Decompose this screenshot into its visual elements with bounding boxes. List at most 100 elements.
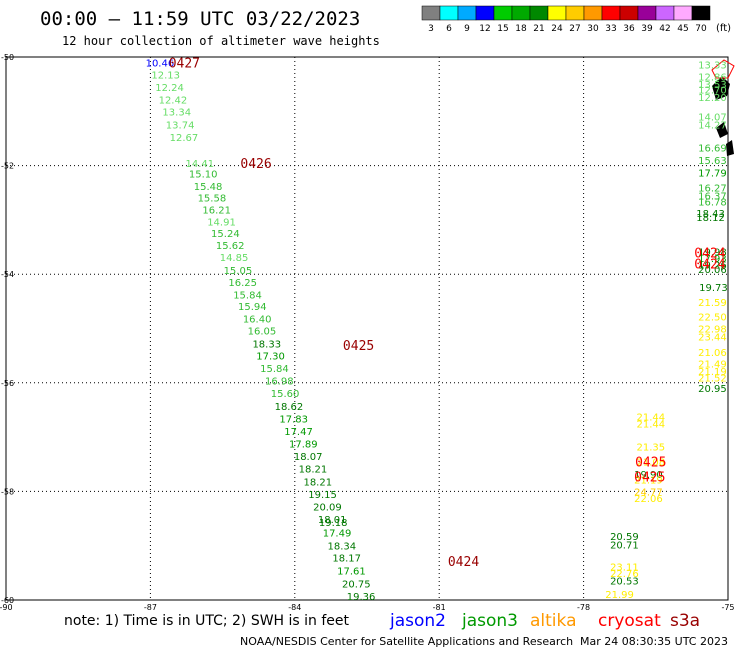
- pass-label: 0426: [240, 157, 271, 172]
- scale-swatch: [421, 5, 441, 21]
- y-tick-label: -54: [1, 270, 14, 279]
- swh-value-label: 21.35: [637, 442, 666, 453]
- swh-value-label: 18.07: [294, 452, 323, 463]
- scale-label: 3: [428, 24, 434, 34]
- swh-value-label: 21.06: [698, 348, 727, 359]
- swh-value-label: 16.25: [228, 278, 257, 289]
- swh-value-label: 18.34: [328, 542, 357, 553]
- swh-value-label: 18.01: [318, 515, 347, 526]
- scale-swatch: [691, 5, 711, 21]
- swh-value-label: 15.94: [238, 302, 267, 313]
- swh-value-label: 15.60: [271, 389, 300, 400]
- swh-value-label: 23.44: [698, 333, 727, 344]
- y-tick-label: -56: [1, 379, 14, 388]
- x-tick-label: -90: [0, 603, 13, 612]
- swh-value-label: 22.76: [610, 569, 639, 580]
- swh-value-label: 21.44: [637, 412, 666, 423]
- satellite-legend-jason2: jason2: [389, 611, 446, 631]
- swh-value-label: 17.49: [323, 529, 352, 540]
- x-tick-labels: -90 -87 -84 -81 -78 -75: [0, 603, 735, 612]
- satellite-legend-altika: altika: [530, 611, 577, 631]
- swh-value-label: 16.78: [698, 197, 727, 208]
- swh-value-label: 21.19: [698, 367, 727, 378]
- swh-value-label: 19.18: [319, 518, 348, 529]
- swh-value-label: 20.06: [698, 265, 727, 276]
- pass-label: 0424: [694, 246, 725, 261]
- scale-label: 21: [533, 24, 544, 34]
- swh-value-label: 18.21: [299, 465, 328, 476]
- swh-value-label: 18.12: [696, 213, 725, 224]
- swh-value-label: 21.49: [698, 359, 727, 370]
- swh-value-label: 22.98: [698, 325, 727, 336]
- satellite-legend-jason3: jason3: [461, 611, 518, 631]
- scale-swatch: [601, 5, 621, 21]
- satellite-legend: jason2 jason3 altika cryosat s3a: [389, 611, 700, 631]
- swh-value-label: 15.10: [189, 170, 218, 181]
- scale-label: 12: [479, 24, 490, 34]
- swh-value-label: 21.08: [637, 458, 666, 469]
- swh-value-label: 19.90: [634, 470, 663, 481]
- grid-lines: [6, 57, 728, 600]
- swh-value-label: 20.59: [610, 532, 639, 543]
- plot-frame: [5, 56, 729, 601]
- swh-value-label: 17.47: [284, 427, 313, 438]
- swh-value-label: 12.86: [698, 73, 727, 84]
- swh-value-label: 14.91: [207, 218, 236, 229]
- y-tick-label: -52: [1, 162, 14, 171]
- x-tick-label: -75: [721, 603, 734, 612]
- swh-value-label: 19.36: [347, 592, 376, 603]
- scale-label: 70: [695, 24, 707, 34]
- footer-generated: Mar 24 08:30:35 UTC 2023: [580, 635, 728, 648]
- satellite-legend-s3a: s3a: [670, 611, 700, 631]
- swh-value-label: 16.05: [248, 327, 277, 338]
- swh-value-label: 20.53: [610, 576, 639, 587]
- swh-value-label: 14.07: [698, 113, 727, 124]
- swh-value-label: 20.95: [698, 384, 727, 395]
- y-tick-labels: -50 -52 -54 -56 -58 -60: [1, 53, 14, 605]
- swh-value-label: 12.70: [698, 86, 727, 97]
- scale-swatch: [547, 5, 567, 21]
- swh-value-label: 19.73: [699, 283, 728, 294]
- coastline-shape: [711, 59, 735, 156]
- scale-label: 36: [623, 24, 635, 34]
- scale-swatch: [637, 5, 657, 21]
- swh-value-label: 17.93: [698, 254, 727, 265]
- swh-value-label: 13.53: [698, 80, 727, 91]
- scale-label: 18: [515, 24, 527, 34]
- swh-value-label: 15.48: [194, 182, 223, 193]
- chart-subtitle: 12 hour collection of altimeter wave hei…: [62, 34, 380, 48]
- scale-swatch: [655, 5, 675, 21]
- x-tick-label: -84: [288, 603, 301, 612]
- scale-swatch: [457, 5, 477, 21]
- swh-value-label: 15.05: [224, 266, 253, 277]
- plot-area: -50 -52 -54 -56 -58 -60 -90 -87 -84 -81 -78 -75 10…: [0, 53, 735, 612]
- scale-swatch: [511, 5, 531, 21]
- swh-value-label: 14.41: [186, 159, 215, 170]
- scale-label: 39: [641, 24, 653, 34]
- swh-value-label: 19.98: [698, 247, 727, 258]
- y-tick-label: -58: [1, 487, 14, 496]
- swh-value-label: 21.99: [605, 590, 634, 601]
- swh-value-label: 16.69: [698, 144, 727, 155]
- x-tick-label: -81: [433, 603, 446, 612]
- scale-label: 27: [569, 24, 580, 34]
- swh-value-label: 12.20: [698, 93, 727, 104]
- swh-value-label: 22.50: [698, 313, 727, 324]
- swh-value-label: 16.37: [698, 191, 727, 202]
- swh-value-label: 15.58: [198, 194, 227, 205]
- swh-value-label: 17.89: [289, 440, 318, 451]
- scale-unit: (ft): [716, 23, 731, 34]
- scale-label: 15: [497, 24, 508, 34]
- scale-swatch: [673, 5, 693, 21]
- swh-value-label: 16.40: [243, 315, 272, 326]
- footer-credit: NOAA/NESDIS Center for Satellite Applica…: [240, 635, 573, 648]
- swh-value-label: 12.24: [155, 83, 184, 94]
- satellite-legend-cryosat: cryosat: [598, 611, 661, 631]
- scale-label: 6: [446, 24, 452, 34]
- swh-value-label: 21.52: [698, 373, 727, 384]
- swh-value-label: 12.67: [170, 133, 199, 144]
- swh-value-label: 21.44: [637, 420, 666, 431]
- swh-value-label: 13.74: [166, 120, 195, 131]
- pass-label: 0425: [635, 456, 666, 471]
- y-tick-label: -50: [1, 53, 14, 62]
